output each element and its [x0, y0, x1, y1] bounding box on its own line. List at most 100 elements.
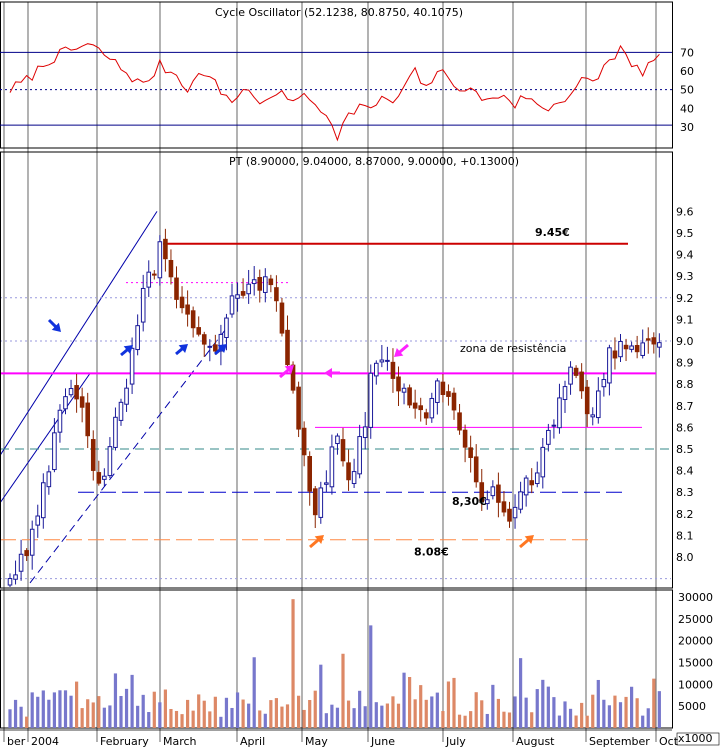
price-candle — [590, 407, 596, 426]
candle-body — [52, 432, 57, 471]
candle-body — [113, 416, 118, 448]
volume-bar — [469, 711, 473, 728]
candle-body — [357, 436, 362, 475]
price-candle — [46, 465, 52, 495]
price-candle — [507, 501, 512, 528]
price-candle — [201, 331, 207, 357]
candle-body — [362, 426, 368, 439]
blue-arrow-icon — [120, 345, 133, 357]
volume-bar — [413, 699, 417, 728]
candle-body — [290, 364, 296, 391]
blue-arrow-icon — [175, 344, 188, 356]
price-candle — [7, 573, 13, 587]
volume-bar — [396, 703, 401, 728]
volume-bar — [19, 706, 23, 728]
volume-bar — [402, 672, 406, 728]
volume-bar — [346, 700, 351, 728]
price-candle — [124, 378, 129, 412]
volume-tick-label: 15000 — [678, 656, 713, 669]
price-tick-label: 8.1 — [676, 529, 694, 542]
volume-bar — [136, 705, 140, 728]
price-candle — [412, 389, 418, 419]
volume-unit-box — [676, 732, 720, 746]
price-candle — [263, 268, 268, 303]
candle-body — [18, 553, 24, 572]
candle-body — [196, 327, 201, 335]
candle-body — [251, 279, 257, 285]
candle-body — [534, 472, 540, 485]
candle-body — [335, 435, 340, 445]
price-candle — [279, 297, 285, 337]
arrow-head — [284, 365, 294, 374]
candle-body — [501, 501, 507, 513]
price-candle — [74, 373, 79, 413]
volume-bar — [230, 707, 234, 728]
price-candle — [135, 314, 140, 356]
volume-bar — [480, 700, 484, 728]
volume-unit-label: x1000 — [678, 732, 713, 745]
price-candle — [651, 332, 657, 354]
volume-bar — [507, 712, 512, 728]
month-tick-label: June — [370, 735, 395, 748]
price-candle — [523, 475, 529, 507]
volume-panel — [0, 589, 673, 729]
volume-bar — [319, 664, 323, 728]
volume-bar — [191, 710, 195, 728]
volume-bar — [13, 699, 18, 728]
candle-body — [296, 386, 301, 430]
price-tick-label: 9.6 — [676, 205, 694, 218]
price-candle — [618, 334, 623, 362]
candle-body — [540, 446, 546, 478]
volume-bar — [169, 708, 173, 728]
candle-body — [601, 379, 607, 388]
price-candle — [296, 381, 301, 438]
price-candle — [418, 397, 423, 422]
candle-body — [468, 447, 473, 458]
price-candle — [213, 334, 218, 355]
volume-bar — [208, 711, 212, 728]
volume-tick-label: 20000 — [678, 635, 713, 648]
price-candle — [312, 486, 318, 529]
month-tick-label: August — [516, 735, 555, 748]
price-candle — [645, 327, 651, 354]
volume-bar — [485, 713, 489, 728]
price-candle — [185, 290, 190, 327]
oscillator-tick-label: 40 — [680, 102, 694, 115]
price-candle — [640, 329, 646, 359]
volume-bar — [408, 677, 412, 728]
blue-arrow-icon — [214, 344, 227, 356]
arrow-head — [314, 535, 324, 544]
price-candle — [329, 434, 335, 495]
volume-bar — [657, 691, 661, 728]
candle-body — [573, 367, 579, 376]
candle-body — [634, 344, 640, 353]
volume-bar — [624, 696, 628, 728]
volume-bar — [435, 692, 439, 728]
price-candle — [196, 316, 201, 337]
magenta-arrow-icon — [279, 365, 294, 379]
candle-body — [312, 488, 318, 516]
volume-bar — [130, 674, 134, 728]
candle-body — [651, 337, 657, 345]
volume-bar — [630, 686, 634, 728]
support-level-label: 8,30€ — [452, 495, 487, 508]
volume-bar — [463, 715, 467, 728]
candle-body — [174, 277, 179, 300]
price-tick-label: 9.1 — [676, 313, 694, 326]
price-candle — [240, 278, 246, 299]
price-tick-label: 9.5 — [676, 227, 694, 240]
price-candle — [152, 270, 157, 280]
price-candle — [113, 407, 118, 451]
volume-bar — [613, 695, 617, 728]
price-candle — [318, 481, 324, 524]
price-candle — [473, 444, 479, 488]
volume-bar — [258, 710, 262, 728]
volume-bar — [585, 715, 589, 728]
price-candle — [446, 384, 451, 406]
month-tick-label: April — [240, 735, 265, 748]
candle-body — [418, 405, 423, 411]
price-candle — [407, 384, 412, 409]
price-candle — [57, 404, 63, 443]
price-candle — [274, 275, 279, 312]
candle-body — [590, 414, 596, 418]
